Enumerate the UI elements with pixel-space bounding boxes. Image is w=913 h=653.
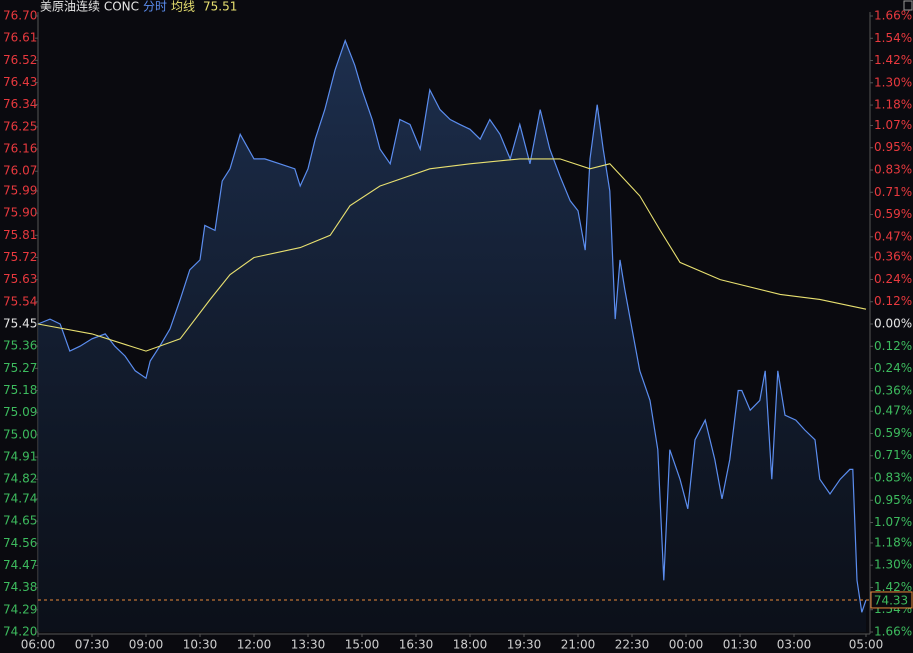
y2-tick-label: 0.47% [874,404,912,418]
y-tick-label: 75.09 [3,405,37,419]
y-tick-label: 76.43 [3,75,37,89]
y2-tick-label: 0.71% [874,448,912,462]
y-tick-label: 76.61 [3,31,37,45]
y2-tick-label: 0.95% [874,493,912,507]
y-tick-label: 75.45 [3,317,37,331]
y2-tick-label: 0.83% [874,471,912,485]
y-tick-label: 76.52 [3,53,37,67]
y-tick-label: 74.56 [3,536,37,550]
x-tick-label: 13:30 [291,638,326,652]
x-tick-label: 01:30 [723,638,758,652]
average-line [37,158,867,352]
y-tick-label: 76.34 [3,97,37,111]
y2-tick-label: 1.30% [874,75,912,89]
y2-tick-label: 0.36% [874,250,912,264]
y2-tick-label: 0.24% [874,361,912,375]
y-tick-label: 75.00 [3,427,37,441]
y-tick-label: 75.72 [3,250,37,264]
y-tick-label: 74.65 [3,514,37,528]
y2-tick-label: 0.12% [874,339,912,353]
y-tick-label: 76.70 [3,9,37,23]
y2-tick-label: 1.42% [874,53,912,67]
x-tick-label: 09:00 [129,638,164,652]
y2-tick-label: 0.00% [874,317,912,331]
last-price-label: 74.33 [874,593,908,607]
y-tick-label: 76.25 [3,119,37,133]
y2-tick-label: 0.71% [874,185,912,199]
y2-tick-label: 0.59% [874,207,912,221]
x-tick-label: 07:30 [75,638,110,652]
y-tick-label: 75.99 [3,183,37,197]
x-tick-label: 12:00 [237,638,272,652]
y2-tick-label: 1.18% [874,98,912,112]
y2-tick-label: 0.59% [874,426,912,440]
x-tick-label: 15:00 [345,638,380,652]
y2-tick-label: 0.47% [874,229,912,243]
y2-tick-label: 1.54% [874,31,912,45]
y2-tick-label: 1.07% [874,515,912,529]
average-value: 75.51 [203,0,237,14]
x-tick-label: 19:30 [507,638,542,652]
y2-tick-label: 1.30% [874,558,912,572]
y-tick-label: 75.63 [3,272,37,286]
y-tick-label: 75.27 [3,361,37,375]
corner-icon[interactable] [903,0,913,11]
y-tick-label: 74.47 [3,558,37,572]
chart-title: 美原油连续 CONC [40,0,139,14]
x-tick-label: 21:00 [561,638,596,652]
x-tick-label: 03:00 [777,638,812,652]
y2-tick-label: 1.66% [874,9,912,23]
y2-tick-label: 1.18% [874,535,912,549]
y2-tick-label: 0.36% [874,383,912,397]
y-tick-label: 74.82 [3,472,37,486]
y2-tick-label: 1.07% [874,118,912,132]
y-tick-label: 74.74 [3,491,37,505]
x-tick-label: 00:00 [669,638,704,652]
y2-tick-label: 1.42% [874,580,912,594]
y2-tick-label: 0.83% [874,163,912,177]
y2-tick-label: 0.12% [874,294,912,308]
y-tick-label: 74.91 [3,450,37,464]
y2-tick-label: 0.95% [874,140,912,154]
x-tick-label: 05:00 [849,638,884,652]
y-tick-label: 75.90 [3,206,37,220]
y-tick-label: 76.16 [3,142,37,156]
y-tick-label: 76.07 [3,164,37,178]
price-line [37,38,867,613]
y-tick-label: 75.36 [3,339,37,353]
y-tick-label: 74.38 [3,580,37,594]
y-tick-label: 75.18 [3,383,37,397]
x-tick-label: 18:00 [453,638,488,652]
y-tick-label: 74.29 [3,602,37,616]
y-tick-label: 75.54 [3,294,37,308]
y2-tick-label: 0.24% [874,272,912,286]
legend-average: 均线 [171,0,195,14]
x-tick-label: 22:30 [615,638,650,652]
x-tick-label: 16:30 [399,638,434,652]
last-price-box [870,591,913,609]
x-tick-label: 10:30 [183,638,218,652]
y-tick-label: 75.81 [3,228,37,242]
x-tick-label: 06:00 [21,638,56,652]
legend-price: 分时 [143,0,167,14]
y2-tick-label: 1.66% [874,625,912,639]
y-tick-label: 74.20 [3,625,37,639]
